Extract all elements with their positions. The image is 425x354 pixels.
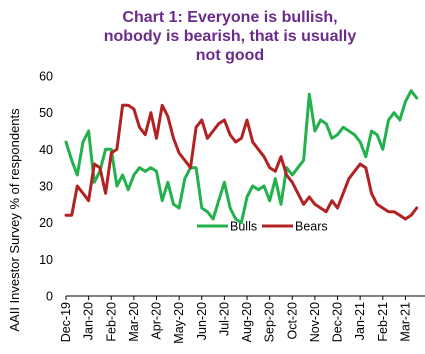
x-tick-label: Jan-21 [353,302,367,340]
x-tick-label: Feb-20 [104,302,118,342]
y-tick-label: 50 [39,106,53,120]
x-tick-label: Aug-20 [240,302,254,342]
x-tick-label: Sep-20 [263,302,277,342]
x-tick-label: Feb-21 [376,302,390,342]
x-tick-label: Jun-20 [195,302,209,340]
chart-title-line-1: Chart 1: Everyone is bullish, [122,9,338,26]
x-tick-label: Jul-20 [217,302,231,336]
series-line-bulls [64,89,419,225]
y-tick-label: 60 [39,70,53,84]
x-tick-label: May-20 [172,302,186,344]
x-tick-label: Nov-20 [308,302,322,342]
x-tick-label: Mar-21 [398,302,412,342]
y-tick-label: 0 [46,290,53,304]
y-tick-label: 40 [39,143,53,157]
chart-axes: 0 10 20 30 40 50 60 Dec-19 Jan-20 Feb-20 Mar-20 Apr… [39,70,425,344]
legend-label-bulls: Bulls [230,220,257,234]
chart-title-line-2: nobody is bearish, that is usually [103,28,357,45]
y-tick-label: 30 [39,180,53,194]
x-tick-label: Dec-19 [59,302,73,342]
y-tick-label: 10 [39,253,53,267]
x-tick-label: Dec-20 [331,302,345,342]
series-line-bears [64,103,419,221]
x-tick-label: Jan-20 [82,302,96,340]
chart-legend: Bulls Bears [197,220,328,234]
legend-label-bears: Bears [295,220,328,234]
chart-plot-area [64,89,419,225]
x-tick-label: Oct-20 [285,302,299,340]
x-tick-label: Apr-20 [150,302,164,340]
chart-title: Chart 1: Everyone is bullish, nobody is … [40,8,420,65]
y-tick-label: 20 [39,216,53,230]
x-tick-label: Mar-20 [127,302,141,342]
chart-title-line-3: not good [195,47,265,64]
y-axis-label: AAII Investor Survey % of respondents [7,108,22,332]
